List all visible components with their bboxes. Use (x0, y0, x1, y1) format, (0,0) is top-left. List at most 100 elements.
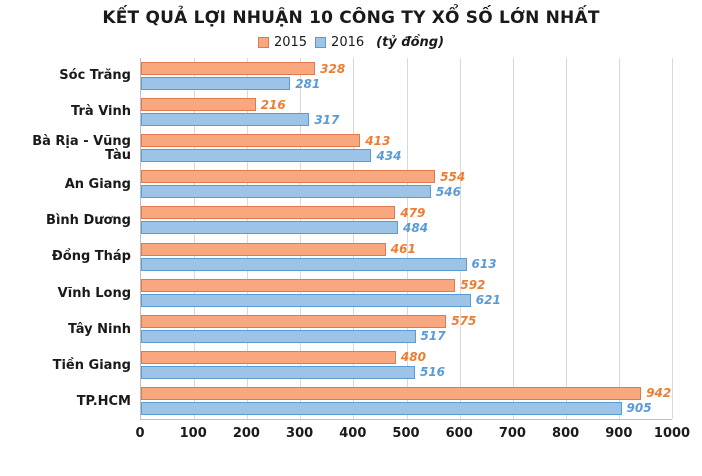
legend-swatch-2015 (257, 37, 269, 48)
legend-label-2016: 2016 (331, 35, 365, 50)
bar-2016 (141, 293, 471, 307)
value-label-2015: 480 (400, 350, 426, 365)
value-label-2016: 281 (295, 76, 321, 91)
value-label-2016: 613 (471, 257, 497, 272)
bar-group: 942 905 (141, 383, 672, 419)
gridline (459, 58, 461, 419)
bar-groups: 328 281 216 317 413 434 554 546 479 484 461 613 592 6… (141, 58, 672, 419)
value-label-2015: 592 (460, 278, 486, 293)
bar-2016 (141, 185, 431, 199)
bar-group: 592 621 (141, 275, 672, 311)
bar-row: 480 (141, 350, 672, 365)
category-label: Trà Vinh (71, 104, 131, 120)
x-axis: 0 100 200 300 400 500 600 700 800 900 1000 (135, 424, 690, 446)
bar-2015 (141, 134, 361, 148)
value-label-2016: 546 (435, 184, 461, 199)
bar-row: 575 (141, 314, 672, 328)
gridline (194, 58, 196, 419)
bar-row: 592 (141, 278, 672, 293)
bar-2016 (141, 365, 415, 379)
x-tick-label: 300 (286, 426, 314, 441)
bar-2015 (141, 386, 642, 400)
value-label-2015: 479 (400, 205, 426, 220)
x-tick-label: 100 (179, 426, 207, 441)
x-tick-label: 900 (605, 426, 633, 441)
value-label-2016: 905 (626, 401, 652, 416)
bar-2015 (141, 242, 386, 256)
x-tick-label: 200 (232, 426, 260, 441)
bar-2015 (141, 278, 456, 292)
value-label-2016: 484 (403, 220, 429, 235)
value-label-2015: 413 (365, 133, 391, 148)
bar-row: 942 (141, 386, 672, 401)
category-labels: Sóc Trăng Trà Vinh Bà Rịa - Vũng Tàu An Gia… (6, 58, 140, 420)
gridline (353, 58, 355, 419)
bar-2016 (141, 77, 291, 91)
unit-note: (tỷ đồng) (376, 35, 445, 50)
category-label: TP.HCM (76, 394, 131, 410)
bar-2016 (141, 257, 467, 271)
bar-group: 413 434 (141, 130, 672, 166)
gridline (247, 58, 249, 419)
bar-row: 328 (141, 62, 672, 76)
bar-row: 546 (141, 184, 672, 199)
value-label-2016: 317 (314, 112, 340, 127)
bar-2015 (141, 206, 396, 220)
value-label-2016: 516 (419, 365, 446, 380)
bar-row: 479 (141, 205, 672, 220)
gridline (565, 58, 567, 419)
category-label: Bình Dương (46, 213, 131, 229)
bar-2015 (141, 350, 396, 364)
legend-item-2016: 2016 (315, 35, 364, 50)
value-label-2015: 216 (260, 97, 286, 112)
legend-label-2015: 2015 (273, 35, 308, 50)
bar-2016 (141, 113, 310, 127)
bar-row: 554 (141, 170, 672, 184)
x-tick-label: 800 (552, 426, 580, 441)
category-label: Vĩnh Long (57, 285, 131, 301)
bar-2016 (141, 221, 398, 235)
bar-group: 328 281 (141, 58, 672, 94)
bar-2015 (141, 170, 436, 184)
bar-group: 216 317 (141, 94, 672, 130)
x-tick-label: 400 (339, 426, 367, 441)
value-label-2016: 517 (420, 329, 446, 344)
x-tick-label: 1000 (653, 426, 691, 441)
value-label-2015: 461 (390, 242, 416, 257)
bar-group: 479 484 (141, 202, 672, 238)
x-tick-label: 500 (392, 426, 420, 441)
gridline (512, 58, 514, 419)
gridline (618, 58, 620, 419)
plot-area: 328 281 216 317 413 434 554 546 479 484 461 613 592 6… (140, 58, 673, 420)
bar-2016 (141, 401, 622, 415)
value-label-2015: 942 (646, 386, 672, 401)
gridline (300, 58, 302, 419)
bar-2016 (141, 329, 416, 343)
legend-item-2015: 2015 (257, 35, 308, 50)
category-label: Đồng Tháp (51, 249, 131, 265)
bar-group: 480 516 (141, 347, 672, 383)
bar-row: 905 (141, 401, 672, 416)
bar-2015 (141, 62, 316, 76)
gridline (672, 58, 673, 419)
legend-swatch-2016 (315, 37, 327, 48)
category-label: Tiền Giang (52, 357, 131, 373)
bar-row: 621 (141, 293, 672, 308)
value-label-2016: 621 (475, 293, 501, 308)
x-tick-label: 600 (445, 426, 473, 441)
bar-row: 517 (141, 329, 672, 344)
bar-row: 613 (141, 257, 672, 272)
chart-title: KẾT QUẢ LỢI NHUẬN 10 CÔNG TY XỔ SỐ LỚN N… (102, 8, 600, 28)
bar-group: 554 546 (141, 166, 672, 202)
bar-2015 (141, 98, 256, 112)
x-tick-label: 0 (135, 426, 145, 441)
category-label: Bà Rịa - Vũng Tàu (32, 133, 131, 163)
bar-row: 516 (141, 365, 672, 380)
bar-group: 461 613 (141, 238, 672, 274)
x-tick-label: 700 (498, 426, 526, 441)
value-label-2016: 434 (376, 148, 402, 163)
category-label: An Giang (64, 176, 131, 192)
bar-2015 (141, 314, 447, 328)
chart-legend: 2015 2016 (tỷ đồng) (0, 35, 702, 50)
